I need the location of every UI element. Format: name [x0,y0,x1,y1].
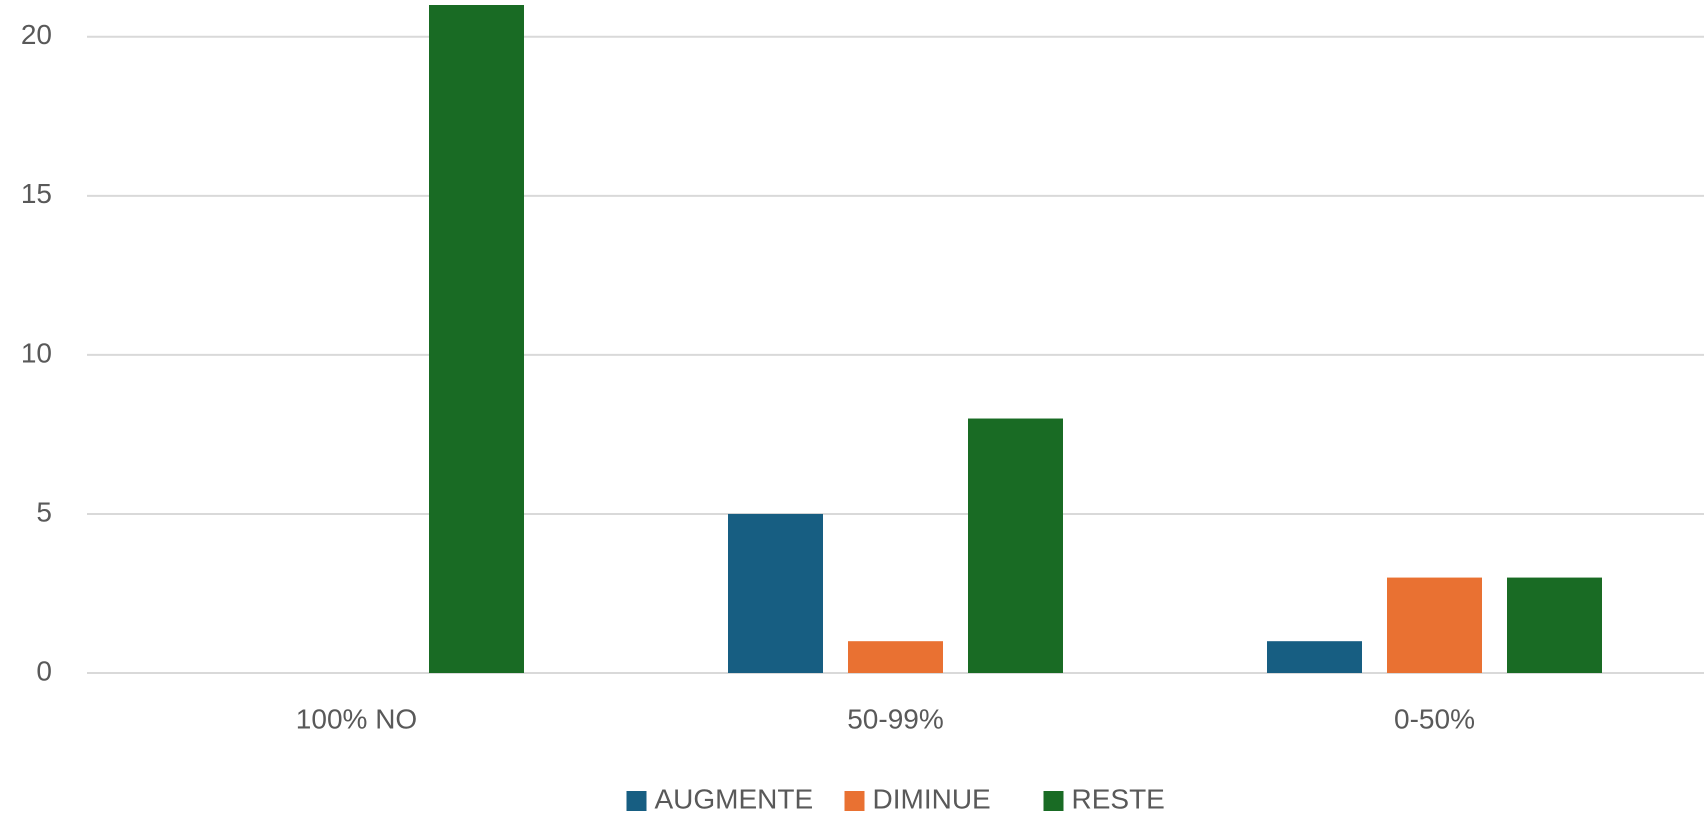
y-tick-label: 10 [21,337,52,368]
y-tick-label: 5 [36,496,52,527]
legend-swatch [1043,791,1064,811]
bar [429,5,524,673]
bar [968,418,1063,673]
x-tick-label: 0-50% [1394,703,1475,734]
legend-label: RESTE [1072,783,1165,814]
bar [728,513,823,673]
y-tick-label: 0 [36,655,52,686]
legend-swatch [844,791,865,811]
legend-label: DIMINUE [873,783,991,814]
y-tick-label: 15 [21,178,52,209]
x-tick-label: 100% NO [296,703,417,734]
bar [1507,577,1602,673]
x-tick-label: 50-99% [847,703,944,734]
legend-label: AUGMENTE [655,783,814,814]
legend-swatch [626,791,647,811]
y-tick-label: 20 [21,19,52,50]
bar [1387,577,1482,673]
bar [1267,641,1362,673]
bar [848,641,943,673]
